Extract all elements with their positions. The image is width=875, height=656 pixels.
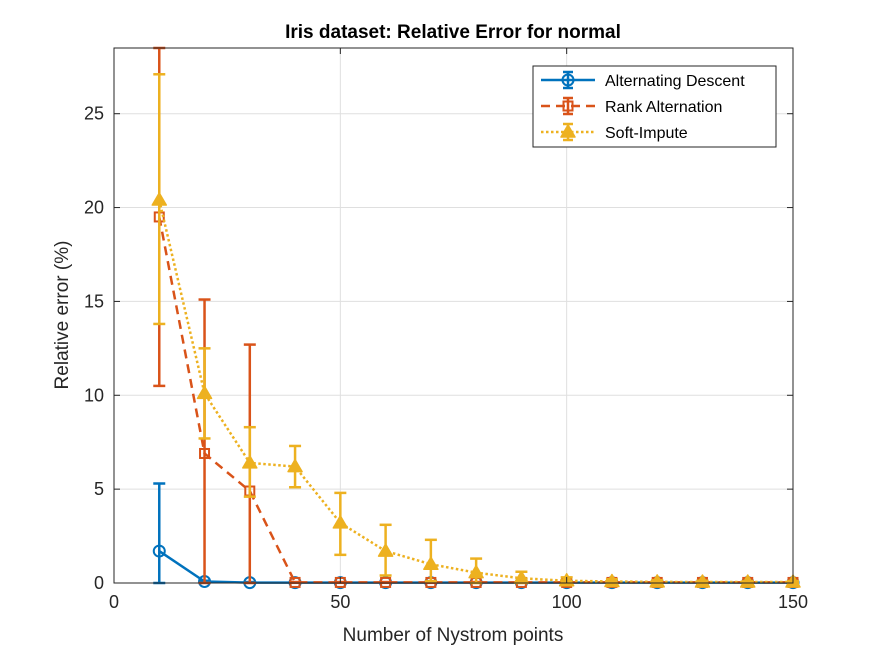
- legend-label: Soft-Impute: [605, 125, 688, 142]
- triangle-marker: [423, 556, 439, 570]
- y-tick-label: 15: [84, 291, 104, 311]
- legend-label: Alternating Descent: [605, 73, 745, 90]
- chart-title: Iris dataset: Relative Error for normal: [285, 22, 621, 43]
- y-axis-label: Relative error (%): [52, 241, 73, 390]
- x-axis-label: Number of Nystrom points: [343, 625, 564, 646]
- series-line: [158, 216, 793, 584]
- y-tick-label: 10: [84, 385, 104, 405]
- y-tick-label: 20: [84, 198, 104, 218]
- square-marker: [199, 447, 211, 459]
- triangle-marker: [242, 455, 258, 469]
- x-tick-label: 150: [778, 592, 808, 612]
- axis-ticks: 0 50 100 150 0 5 10 15 20 25: [84, 48, 808, 612]
- triangle-marker: [287, 458, 303, 473]
- x-tick-label: 50: [330, 592, 350, 612]
- y-tick-label: 0: [94, 573, 104, 593]
- circle-marker: [561, 73, 575, 87]
- axes-box: [113, 47, 794, 584]
- x-tick-label: 0: [109, 592, 119, 612]
- y-tick-label: 5: [94, 479, 104, 499]
- triangle-marker: [151, 192, 168, 206]
- legend-label: Rank Alternation: [605, 99, 722, 116]
- legend: Alternating Descent Rank Alternation Soft-…: [532, 65, 777, 148]
- triangle-marker: [560, 124, 576, 138]
- square-marker: [289, 576, 301, 588]
- triangle-marker: [694, 574, 711, 588]
- triangle-marker: [196, 385, 213, 400]
- x-tick-label: 100: [552, 592, 582, 612]
- triangle-marker: [377, 543, 394, 557]
- triangle-marker: [332, 515, 349, 529]
- triangle-marker: [649, 574, 665, 588]
- series-soft-impute: [151, 73, 801, 588]
- triangle-marker: [468, 564, 484, 579]
- square-marker: [380, 576, 392, 588]
- circle-marker: [152, 544, 166, 558]
- triangle-marker: [739, 574, 756, 588]
- y-tick-label: 25: [84, 104, 104, 124]
- square-marker: [562, 100, 574, 112]
